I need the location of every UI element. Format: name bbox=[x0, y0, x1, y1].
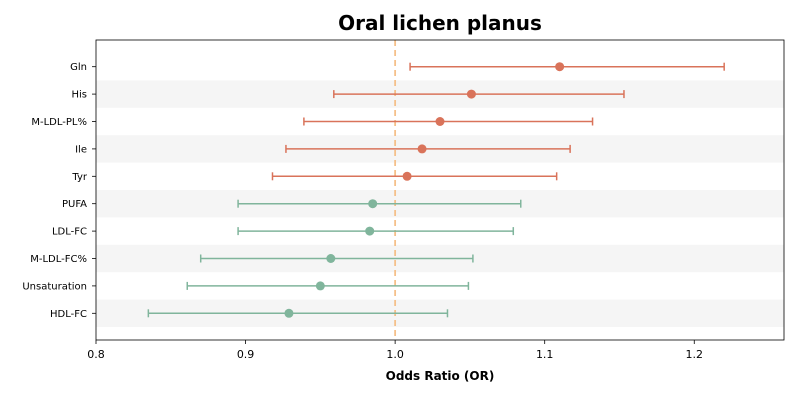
x-tick-label: 0.8 bbox=[87, 348, 105, 361]
or-point bbox=[417, 144, 427, 154]
or-point bbox=[326, 254, 336, 263]
or-point bbox=[402, 171, 412, 181]
y-tick-label: His bbox=[71, 90, 87, 101]
x-tick-label: 1.0 bbox=[386, 348, 404, 361]
or-point bbox=[284, 308, 294, 318]
chart-title: Oral lichen planus bbox=[338, 11, 542, 35]
or-point bbox=[368, 199, 378, 209]
data-marks bbox=[147, 62, 725, 318]
plot-frame bbox=[95, 39, 785, 341]
x-axis-ticks: 0.8 0.9 1.0 1.1 1.2 bbox=[87, 340, 703, 361]
or-point bbox=[365, 226, 375, 236]
x-tick-label: 1.1 bbox=[536, 348, 554, 361]
y-tick-label: Tyr bbox=[71, 172, 87, 183]
or-point bbox=[466, 89, 476, 99]
or-point bbox=[315, 281, 325, 291]
or-point bbox=[555, 62, 565, 72]
y-tick-label: HDL-FC bbox=[50, 309, 87, 320]
y-tick-label: Unsaturation bbox=[22, 281, 87, 292]
y-tick-label: M-LDL-PL% bbox=[31, 117, 87, 128]
y-axis-labels: Gln His M-LDL-PL% Ile Tyr PUFA LDL-FC M-LDL-FC%… bbox=[22, 62, 96, 320]
y-tick-label: PUFA bbox=[62, 199, 87, 210]
y-tick-label: M-LDL-FC% bbox=[30, 254, 87, 265]
or-point bbox=[435, 117, 445, 126]
y-tick-label: LDL-FC bbox=[52, 227, 87, 238]
y-tick-label: Gln bbox=[70, 62, 87, 73]
x-tick-label: 1.2 bbox=[686, 348, 704, 361]
x-tick-label: 0.9 bbox=[237, 348, 255, 361]
x-axis-label: Odds Ratio (OR) bbox=[386, 369, 495, 383]
y-tick-label: Ile bbox=[75, 144, 87, 155]
